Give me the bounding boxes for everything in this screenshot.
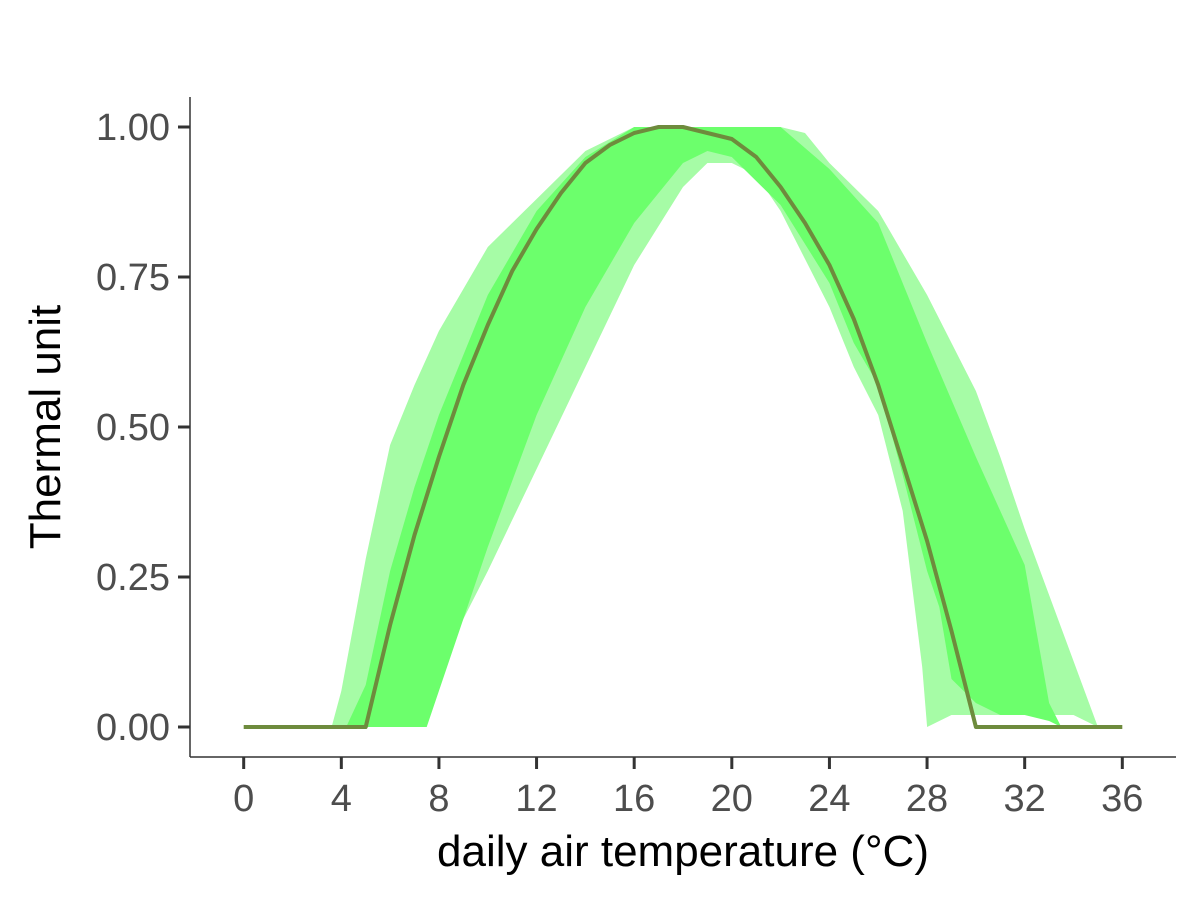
x-tick-label: 4: [331, 778, 352, 820]
x-tick-label: 24: [808, 778, 850, 820]
x-tick-label: 36: [1101, 778, 1143, 820]
x-tick-label: 0: [233, 778, 254, 820]
axes: 0 4 8 12 16 20 24 28 32 36 0.00 0.25 0.50 0.75 1.00: [96, 97, 1176, 820]
x-tick-label: 32: [1004, 778, 1046, 820]
thermal-unit-line: [243, 125, 1123, 729]
y-tick-label: 0.25: [96, 557, 170, 599]
y-tick-label: 0.75: [96, 257, 170, 299]
x-tick-label: 20: [711, 778, 753, 820]
y-axis-title: Thermal unit: [21, 305, 70, 550]
y-tick-label: 0.50: [96, 407, 170, 449]
uncertainty-band-1: [346, 127, 1062, 727]
y-tick-label: 0.00: [96, 707, 170, 749]
x-axis-title: daily air temperature (°C): [437, 827, 929, 876]
x-tick-label: 28: [906, 778, 948, 820]
y-tick-label: 1.00: [96, 107, 170, 149]
plot-area: [243, 125, 1123, 729]
x-tick-label: 16: [613, 778, 655, 820]
x-tick-label: 8: [428, 778, 449, 820]
x-tick-label: 12: [515, 778, 557, 820]
